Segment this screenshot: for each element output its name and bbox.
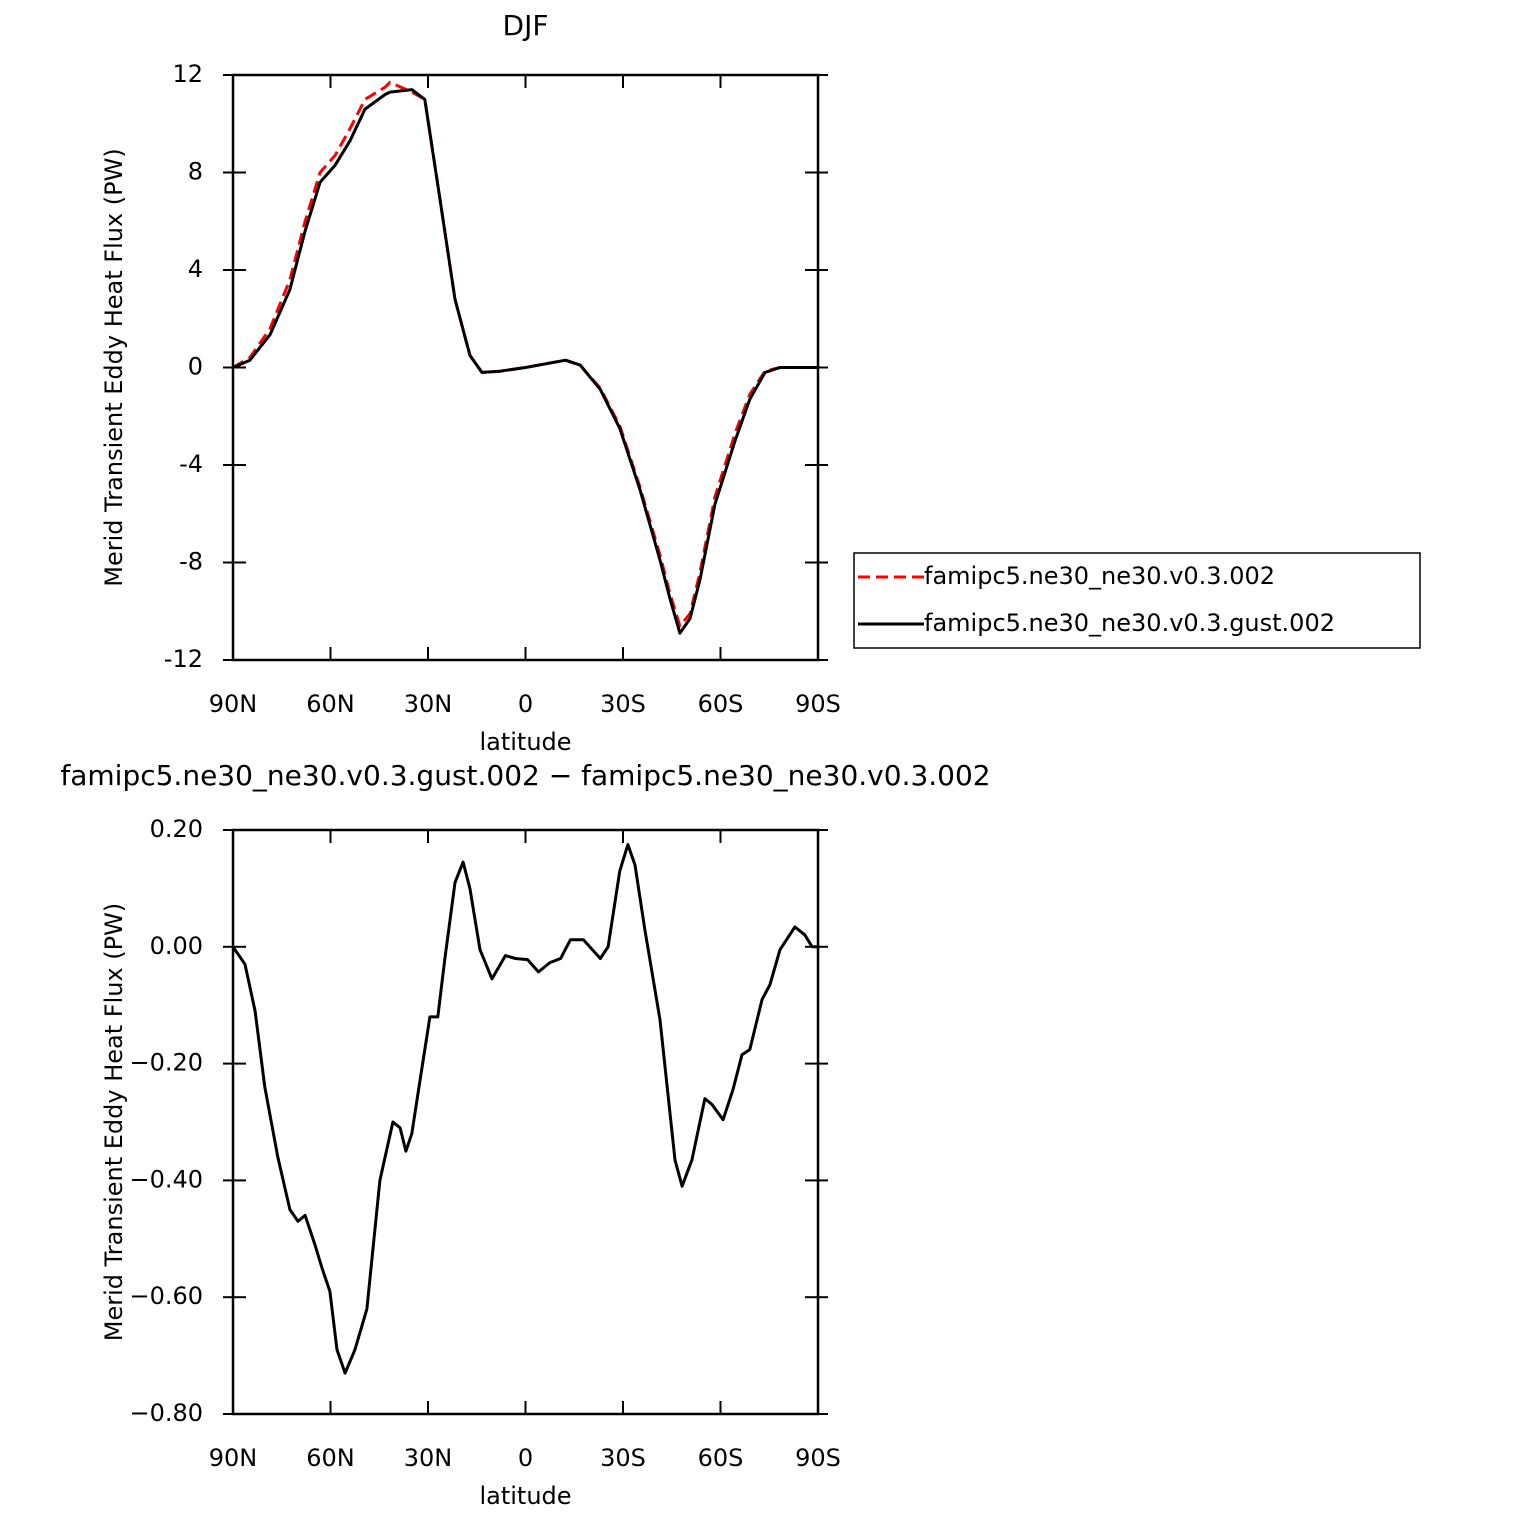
y-tick-label: −0.80: [129, 1399, 203, 1427]
x-tick-label: 60S: [698, 1444, 744, 1472]
legend-box: [853, 552, 1421, 649]
x-tick-label: 90N: [209, 1444, 258, 1472]
y-tick-label: −0.20: [129, 1049, 203, 1077]
y-tick-label: 0.20: [150, 815, 203, 843]
x-tick-label: 60S: [698, 690, 744, 718]
legend-label: famipc5.ne30_ne30.v0.3.gust.002: [924, 609, 1335, 637]
x-tick-label: 60N: [306, 690, 355, 718]
y-axis-label: Merid Transient Eddy Heat Flux (PW): [100, 148, 128, 586]
chart-title: DJF: [503, 9, 549, 42]
y-tick-label: 12: [172, 60, 203, 88]
x-tick-label: 90N: [209, 690, 258, 718]
y-tick-label: −0.60: [129, 1282, 203, 1310]
x-tick-label: 90S: [795, 1444, 841, 1472]
y-tick-label: -12: [164, 645, 203, 673]
y-tick-label: 0: [188, 353, 203, 381]
x-axis-label: latitude: [479, 1482, 571, 1510]
x-tick-label: 30S: [600, 690, 646, 718]
chart-title: famipc5.ne30_ne30.v0.3.gust.002 − famipc…: [60, 759, 990, 792]
data-line: [232, 80, 818, 628]
y-tick-label: −0.40: [129, 1165, 203, 1193]
x-tick-label: 30N: [404, 1444, 453, 1472]
x-tick-label: 60N: [306, 1444, 355, 1472]
x-tick-label: 30N: [404, 690, 453, 718]
y-tick-label: -8: [179, 548, 203, 576]
x-tick-label: 0: [518, 1444, 533, 1472]
y-tick-label: 4: [188, 255, 203, 283]
x-axis-label: latitude: [479, 728, 571, 756]
data-line: [232, 88, 818, 635]
y-tick-label: 8: [188, 158, 203, 186]
x-tick-label: 30S: [600, 1444, 646, 1472]
data-line: [231, 843, 818, 1375]
legend-label: famipc5.ne30_ne30.v0.3.002: [924, 562, 1275, 590]
x-tick-label: 90S: [795, 690, 841, 718]
y-axis-label: Merid Transient Eddy Heat Flux (PW): [100, 903, 128, 1341]
x-tick-label: 0: [518, 690, 533, 718]
plot-frame: [231, 828, 820, 1416]
y-tick-label: -4: [179, 450, 203, 478]
y-tick-label: 0.00: [150, 932, 203, 960]
